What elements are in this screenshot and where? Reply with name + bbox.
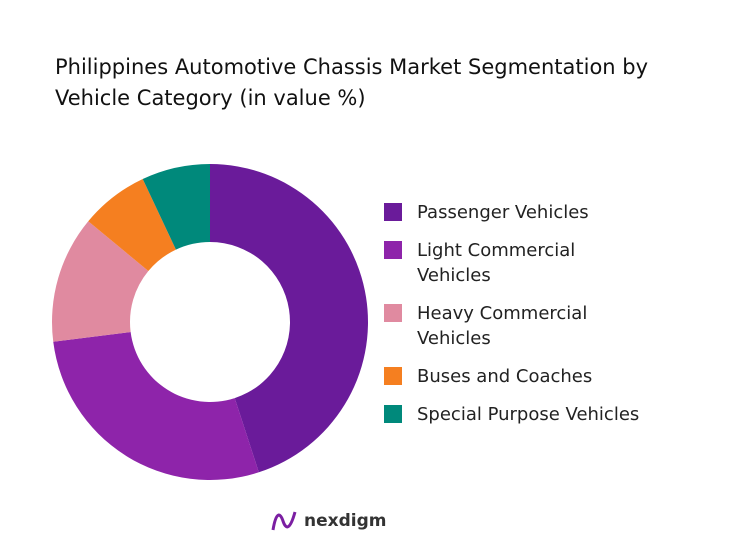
slice: [88, 179, 176, 272]
legend-swatch: [384, 304, 402, 322]
slice: [210, 164, 369, 473]
slice: [52, 221, 149, 342]
legend-item: Buses and Coaches: [384, 364, 724, 389]
legend-label: Buses and Coaches: [417, 366, 593, 387]
legend-label: Heavy Commercial Vehicles: [417, 303, 588, 349]
legend-swatch: [384, 405, 402, 423]
slice: [142, 164, 210, 250]
legend-label: Special Purpose Vehicles: [417, 404, 640, 425]
chart-title: Philippines Automotive Chassis Market Se…: [55, 55, 649, 110]
legend-swatch: [384, 367, 402, 385]
legend-swatch: [384, 203, 402, 221]
legend-label: Light Commercial Vehicles: [417, 240, 576, 286]
slice: [53, 332, 259, 481]
logo-text: nexdigm: [304, 511, 387, 531]
legend-swatch: [384, 241, 402, 259]
legend-item: Special Purpose Vehicles: [384, 402, 724, 427]
logo-icon: [271, 511, 297, 531]
legend: Passenger Vehicles Light Commercial Vehic…: [384, 200, 724, 440]
legend-item: Light Commercial Vehicles: [384, 238, 724, 288]
legend-label: Passenger Vehicles: [417, 202, 589, 223]
legend-item: Heavy Commercial Vehicles: [384, 301, 724, 351]
logo: nexdigm: [270, 508, 386, 534]
legend-item: Passenger Vehicles: [384, 200, 724, 225]
